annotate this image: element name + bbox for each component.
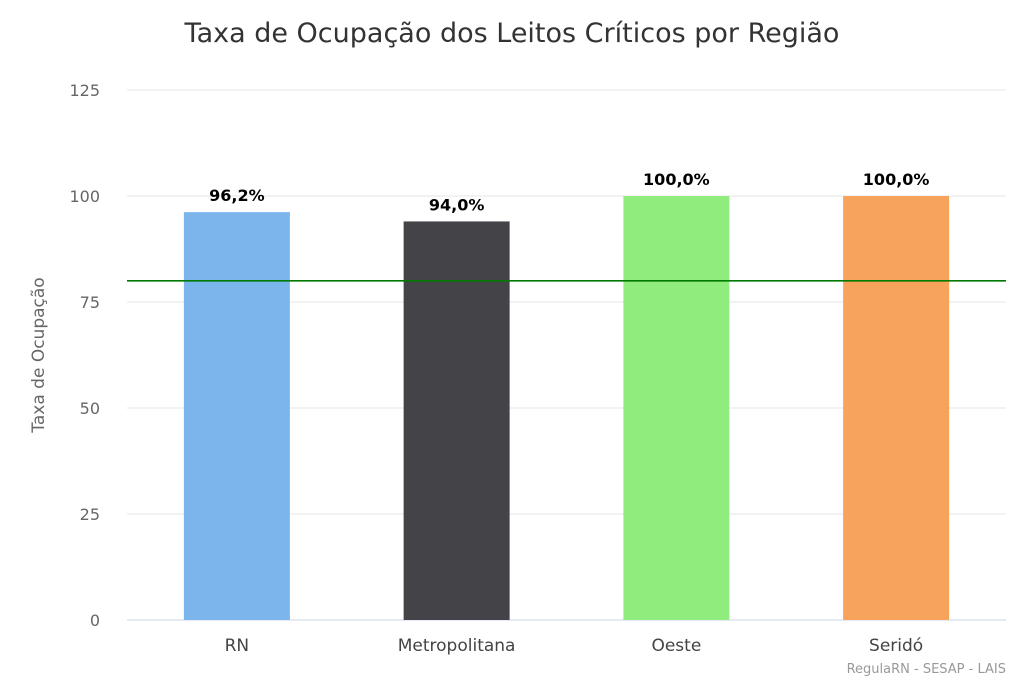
chart-title: Taxa de Ocupação dos Leitos Críticos por… [184,18,840,49]
data-label: 100,0% [643,170,710,189]
y-tick-label: 0 [90,611,100,630]
y-tick-label: 25 [80,505,100,524]
credits[interactable]: RegulaRN - SESAP - LAIS [847,662,1006,677]
y-tick-label: 100 [69,187,100,206]
data-label: 94,0% [429,195,485,214]
y-tick-label: 75 [80,293,100,312]
y-tick-label: 50 [80,399,100,418]
bar [403,221,510,620]
x-tick-label: Seridó [869,636,923,656]
data-label: 100,0% [863,170,930,189]
y-axis-label: Taxa de Ocupação [29,277,49,433]
bar [183,212,290,620]
bar [843,196,950,620]
bar [623,196,730,620]
x-tick-label: Oeste [651,636,701,656]
x-tick-label: Metropolitana [398,636,516,656]
data-label: 96,2% [209,186,265,205]
x-tick-label: RN [225,636,250,656]
y-tick-label: 125 [69,81,100,100]
